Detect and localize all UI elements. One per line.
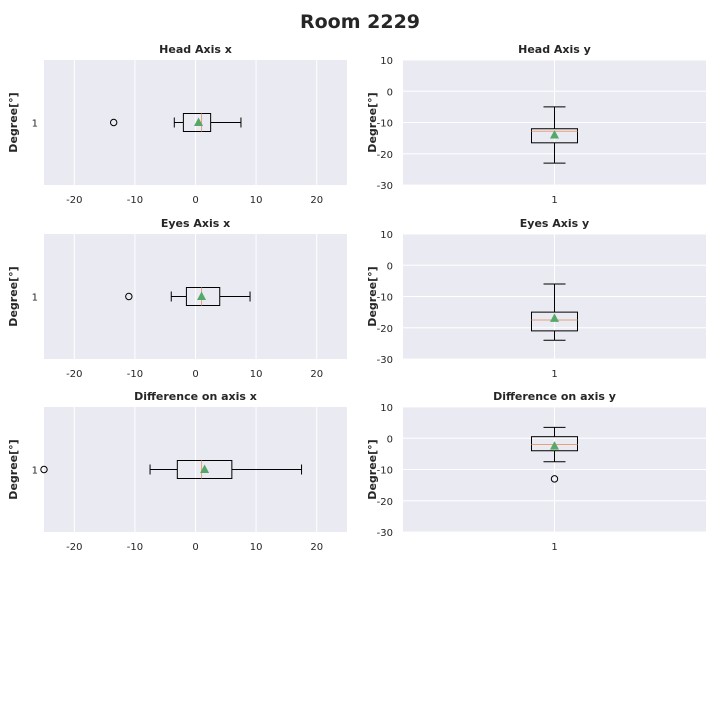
- y-tick-label: -10: [377, 466, 393, 477]
- subplot-4: Eyes Axis y Degree[°] -30 -20 -10 0 10 1: [366, 217, 706, 380]
- y-tick-label: 0: [387, 87, 393, 98]
- outlier-point: [40, 465, 48, 474]
- x-tick-label: -10: [127, 542, 143, 553]
- x-tick-label: 0: [192, 195, 198, 206]
- y-tick-label: 10: [380, 230, 393, 241]
- x-tick-label: 10: [250, 542, 263, 553]
- x-tick-label: 20: [310, 195, 323, 206]
- x-tick-label: 10: [250, 195, 263, 206]
- y-axis-label: Degree[°]: [366, 439, 379, 499]
- x-tick-label: 0: [192, 542, 198, 553]
- y-tick-label: 0: [387, 434, 393, 445]
- subplot-title: Head Axis y: [518, 43, 591, 56]
- y-axis-label: Degree[°]: [7, 439, 20, 499]
- y-tick-label: -30: [377, 528, 393, 539]
- y-tick-label: 0: [387, 261, 393, 272]
- y-axis-label: Degree[°]: [7, 92, 20, 152]
- category-tick-label: 1: [32, 293, 38, 304]
- mean-marker: [194, 117, 204, 126]
- y-tick-label: 10: [380, 403, 393, 414]
- x-tick-label: -20: [66, 542, 82, 553]
- mean-marker: [550, 130, 559, 139]
- subplot-title: Eyes Axis x: [161, 217, 230, 230]
- outlier-point: [125, 292, 133, 301]
- x-tick-label: 10: [250, 369, 263, 380]
- y-tick-label: 10: [380, 56, 393, 67]
- category-tick-label: 1: [32, 119, 38, 130]
- y-axis-label: Degree[°]: [366, 92, 379, 152]
- box: [185, 287, 221, 306]
- subplot-title: Head Axis x: [159, 43, 232, 56]
- x-tick-label: 0: [192, 369, 198, 380]
- category-tick-label: 1: [551, 369, 557, 380]
- subplot-title: Eyes Axis y: [520, 217, 589, 230]
- y-tick-label: -10: [377, 119, 393, 130]
- y-axis-label: Degree[°]: [7, 266, 20, 326]
- x-tick-label: -20: [66, 195, 82, 206]
- mean-marker: [550, 441, 559, 450]
- outlier-point: [109, 118, 118, 127]
- mean-marker: [550, 313, 559, 322]
- y-tick-label: -20: [377, 497, 393, 508]
- mean-marker: [200, 464, 210, 473]
- subplot-title: Difference on axis x: [134, 390, 257, 403]
- x-tick-label: 20: [310, 369, 323, 380]
- outlier-point: [550, 475, 559, 483]
- box: [531, 436, 578, 452]
- box: [182, 113, 212, 132]
- y-tick-label: -20: [377, 150, 393, 161]
- y-axis-label: Degree[°]: [366, 266, 379, 326]
- subplot-2: Head Axis y Degree[°] -30 -20 -10 0 10 1: [366, 43, 706, 206]
- x-tick-label: -10: [127, 369, 143, 380]
- category-tick-label: 1: [32, 466, 38, 477]
- figure-title: Room 2229: [300, 11, 420, 33]
- box: [176, 460, 233, 479]
- y-tick-label: -30: [377, 355, 393, 366]
- x-tick-label: -20: [66, 369, 82, 380]
- category-tick-label: 1: [551, 542, 557, 553]
- subplot-5: Difference on axis x Degree[°] -20 -10 0 10 20…: [7, 390, 347, 553]
- subplot-1: Head Axis x Degree[°] -20 -10 0 10 20 1: [7, 43, 347, 206]
- y-tick-label: -10: [377, 293, 393, 304]
- mean-marker: [197, 291, 207, 300]
- subplot-6: Difference on axis y Degree[°] -30 -20 -10 0 1…: [366, 390, 706, 553]
- y-tick-label: -20: [377, 324, 393, 335]
- category-tick-label: 1: [551, 195, 557, 206]
- x-tick-label: -10: [127, 195, 143, 206]
- box: [531, 311, 578, 332]
- subplot-3: Eyes Axis x Degree[°] -20 -10 0 10 20 1: [7, 217, 347, 380]
- box: [531, 128, 578, 144]
- x-tick-label: 20: [310, 542, 323, 553]
- subplot-title: Difference on axis y: [493, 390, 616, 403]
- y-tick-label: -30: [377, 181, 393, 192]
